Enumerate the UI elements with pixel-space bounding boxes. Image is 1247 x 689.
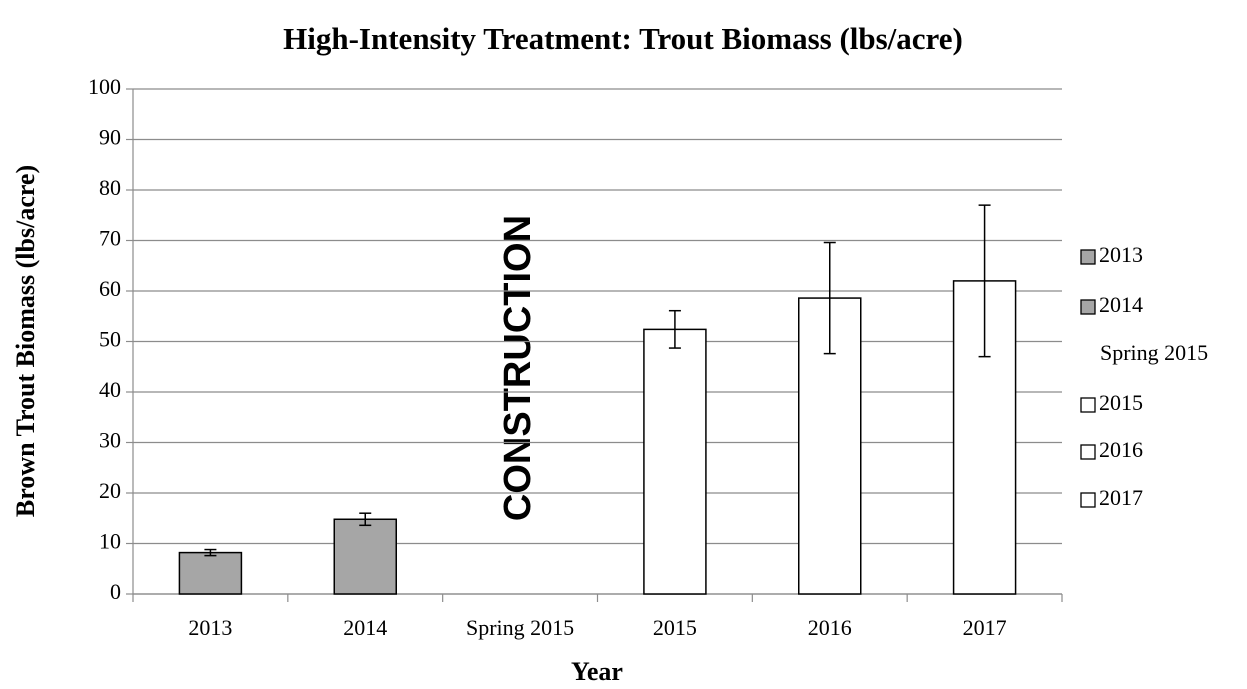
legend-swatch [1080, 397, 1096, 413]
x-tick-label: 2015 [653, 615, 697, 640]
legend-label: Spring 2015 [1100, 340, 1208, 365]
bar [333, 518, 397, 595]
y-tick-label: 20 [99, 478, 121, 503]
legend-label: 2013 [1099, 242, 1143, 267]
x-tick-label: 2016 [808, 615, 852, 640]
x-tick-label: 2013 [188, 615, 232, 640]
y-tick-label: 30 [99, 428, 121, 453]
annotation: CONSTRUCTION [497, 215, 539, 521]
legend-swatch [1080, 444, 1096, 460]
error-bar [978, 204, 991, 358]
error-bar [668, 309, 681, 349]
x-tick-label: Spring 2015 [466, 615, 574, 640]
legend-label: 2015 [1099, 390, 1143, 415]
y-tick-label: 80 [99, 175, 121, 200]
y-tick-label: 90 [99, 125, 121, 150]
x-tick-label: 2014 [343, 615, 387, 640]
error-bar [823, 241, 836, 355]
bar [178, 551, 243, 595]
x-axis-title: Year [571, 657, 623, 686]
y-tick-label: 70 [99, 226, 121, 251]
y-tick-label: 40 [99, 377, 121, 402]
y-tick-label: 50 [99, 327, 121, 352]
error-bar [204, 548, 217, 557]
y-axis-title: Brown Trout Biomass (lbs/acre) [11, 165, 40, 517]
y-tick-label: 60 [99, 276, 121, 301]
legend-label: 2016 [1099, 437, 1143, 462]
chart-title: High-Intensity Treatment: Trout Biomass … [283, 21, 963, 56]
error-bar [359, 512, 372, 527]
legend-label: 2017 [1099, 485, 1143, 510]
x-tick-label: 2017 [963, 615, 1007, 640]
legend-swatch [1080, 299, 1096, 315]
legend-label: 2014 [1099, 292, 1143, 317]
legend-swatch [1080, 492, 1096, 508]
y-tick-label: 10 [99, 529, 121, 554]
bar [643, 328, 707, 595]
legend-swatch [1080, 249, 1096, 265]
y-tick-label: 100 [88, 74, 121, 99]
y-tick-label: 0 [110, 579, 121, 604]
